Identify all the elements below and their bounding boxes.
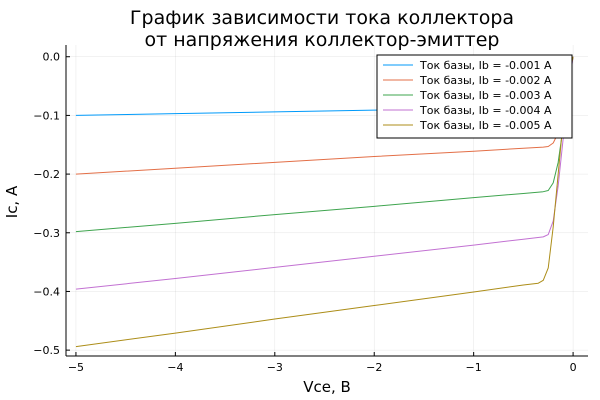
y-tick-label: −0.1 <box>33 109 60 122</box>
axes <box>65 45 588 357</box>
legend-entry: Ток базы, Ib = -0.003 A <box>419 89 552 102</box>
legend-entry: Ток базы, Ib = -0.001 A <box>419 59 552 72</box>
x-tick-label: 0 <box>570 361 577 374</box>
grid <box>66 45 588 356</box>
y-axis-label: Ic, A <box>3 185 21 218</box>
x-tick-label: −4 <box>167 361 183 374</box>
legend-entry: Ток базы, Ib = -0.005 A <box>419 119 552 132</box>
x-tick-label: −5 <box>68 361 84 374</box>
legend-box <box>376 54 573 139</box>
x-tick-label: −1 <box>466 361 482 374</box>
y-tick-label: −0.2 <box>33 168 60 181</box>
x-tick-label: −3 <box>267 361 283 374</box>
y-tick-label: −0.3 <box>33 227 60 240</box>
legend-entry: Ток базы, Ib = -0.004 A <box>419 104 552 117</box>
y-tick-label: 0.0 <box>43 51 61 64</box>
chart-title-line-1: График зависимости тока коллектора <box>130 7 514 29</box>
y-tick-label: −0.5 <box>33 344 60 357</box>
x-tick-label: −2 <box>366 361 382 374</box>
series-line-4 <box>75 56 574 290</box>
chart-title-line-2: от напряжения коллектор-эмиттер <box>145 29 500 51</box>
ticks: −5 −4 −3 −2 −1 0 0.0 −0.1 −0.2 −0.3 −0.4 −0.5 <box>33 51 576 374</box>
x-axis-label: Vce, B <box>303 378 351 396</box>
y-tick-label: −0.4 <box>33 285 60 298</box>
legend-entry: Ток базы, Ib = -0.002 A <box>419 74 552 87</box>
legend: Ток базы, Ib = -0.001 A Ток базы, Ib = -0… <box>376 54 573 139</box>
